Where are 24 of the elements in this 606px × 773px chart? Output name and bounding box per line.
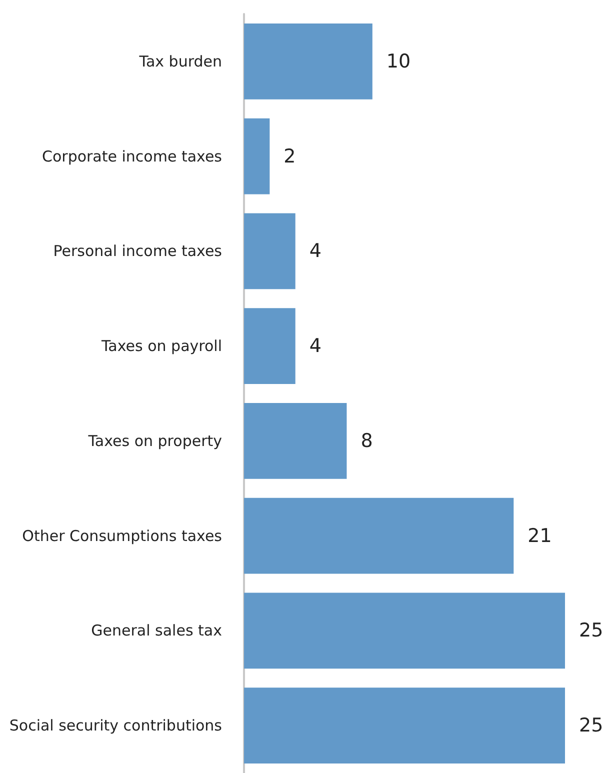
bar xyxy=(244,402,347,479)
data-label: 25 xyxy=(579,620,604,642)
y-tick-label: Taxes on payroll xyxy=(100,337,222,356)
bar xyxy=(244,498,514,574)
y-tick-label: Social security contributions xyxy=(9,716,222,735)
y-tick-label: Corporate income taxes xyxy=(42,147,222,166)
y-tick-label: Taxes on property xyxy=(87,432,222,450)
bar xyxy=(244,213,296,290)
data-label: 8 xyxy=(360,430,373,452)
bar xyxy=(244,23,372,100)
bar xyxy=(244,308,296,384)
bar xyxy=(244,118,270,194)
y-tick-label: Other Consumptions taxes xyxy=(22,526,222,545)
bar xyxy=(244,592,565,669)
data-label: 25 xyxy=(579,714,604,737)
y-tick-label: General sales tax xyxy=(91,622,222,640)
bar xyxy=(244,688,565,764)
data-label: 2 xyxy=(284,145,296,168)
data-label: 4 xyxy=(309,240,322,262)
data-label: 4 xyxy=(309,335,322,358)
y-tick-label: Personal income taxes xyxy=(53,242,222,260)
data-label: 21 xyxy=(528,524,552,547)
data-label: 10 xyxy=(386,50,411,72)
y-tick-label: Tax burden xyxy=(138,52,222,70)
